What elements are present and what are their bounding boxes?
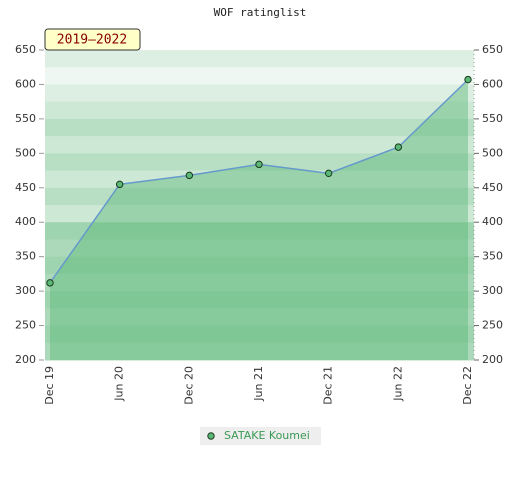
- x-tick-label: Jun 22: [391, 366, 404, 402]
- band: [45, 136, 474, 154]
- band: [45, 84, 474, 103]
- y2-tick-label: 450: [482, 181, 503, 194]
- y2-tick-label: 650: [482, 43, 503, 56]
- y2-tick-label: 500: [482, 146, 503, 159]
- y-tick-label: 350: [15, 250, 36, 263]
- x-tick-label: Dec 21: [322, 366, 335, 405]
- period-label: 2019–2022: [57, 33, 127, 48]
- band: [45, 50, 474, 68]
- background-bands: [45, 50, 474, 361]
- band: [45, 222, 474, 240]
- x-tick-label: Dec 22: [461, 366, 474, 405]
- point: [324, 169, 333, 178]
- y2-tick-label: 550: [482, 112, 503, 125]
- point: [185, 171, 194, 180]
- y2-tick-label: 350: [482, 250, 503, 263]
- y2-tick-label: 250: [482, 319, 503, 332]
- band: [45, 67, 474, 85]
- point: [115, 180, 124, 189]
- plot: [46, 75, 472, 360]
- y2-tick-label: 300: [482, 284, 503, 297]
- y-tick-label: 650: [15, 43, 36, 56]
- point: [46, 279, 54, 287]
- point: [464, 75, 472, 84]
- x-tick-label: Dec 19: [43, 366, 56, 405]
- band: [45, 187, 474, 206]
- chart-title: WOF ratinglist: [214, 6, 307, 19]
- legend-marker: [207, 432, 215, 440]
- x-tick-label: Jun 21: [252, 366, 265, 402]
- area: [50, 79, 468, 360]
- point: [255, 160, 263, 169]
- y2-tick-label: 600: [482, 77, 503, 90]
- y-tick-label: 400: [15, 215, 36, 228]
- band: [45, 101, 474, 120]
- y-tick-label: 450: [15, 181, 36, 194]
- point: [394, 143, 403, 151]
- y2-tick-label: 400: [482, 215, 503, 228]
- x-tick-label: Jun 20: [113, 366, 126, 402]
- band: [45, 325, 474, 344]
- band: [45, 256, 474, 275]
- y-tick-label: 500: [15, 146, 36, 159]
- y-tick-label: 600: [15, 77, 36, 90]
- period-box: [44, 28, 141, 51]
- y-tick-label: 250: [15, 319, 36, 332]
- y-tick-label: 300: [15, 284, 36, 297]
- band: [45, 342, 474, 361]
- band: [45, 205, 474, 223]
- band: [45, 291, 474, 309]
- y-tick-label: 200: [15, 353, 36, 366]
- x-tick-label: Dec 20: [182, 366, 195, 405]
- band: [45, 308, 474, 327]
- y-tick-label: 550: [15, 112, 36, 125]
- band: [45, 239, 474, 258]
- y2-tick-label: 200: [482, 353, 503, 366]
- band: [45, 170, 474, 189]
- legend-box: [200, 427, 321, 445]
- band: [45, 273, 474, 292]
- legend-label: SATAKE Koumei: [224, 429, 310, 442]
- band: [45, 118, 474, 137]
